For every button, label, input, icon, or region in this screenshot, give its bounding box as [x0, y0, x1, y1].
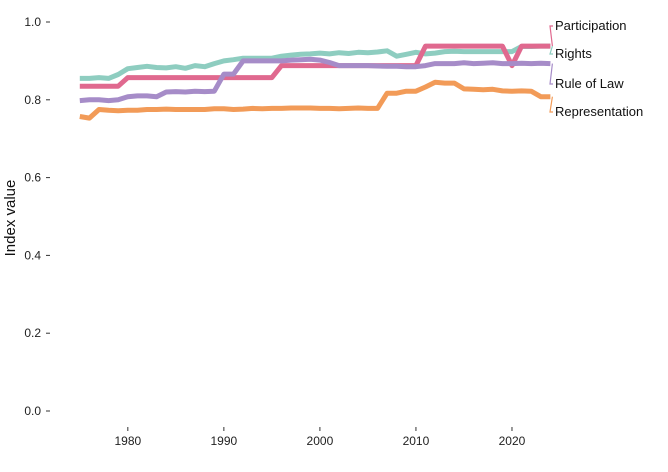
y-axis-title: Index value	[2, 180, 19, 257]
series-label-participation: Participation	[555, 18, 627, 33]
series-label-rights: Rights	[555, 46, 592, 61]
y-tick-label: 0.8	[24, 93, 41, 107]
leader-line-rule-of-law	[549, 63, 553, 85]
y-tick-label: 0.2	[24, 326, 41, 340]
y-axis: 0.0 0.2 0.4 0.6 0.8 1.0	[24, 15, 50, 418]
series-line-participation	[79, 43, 551, 89]
leader-line-rights	[549, 45, 553, 55]
x-axis: 1980 1990 2000 2010 2020	[114, 427, 526, 448]
x-tick-label: 1980	[114, 434, 141, 448]
series-line-rights	[79, 43, 551, 81]
y-tick-label: 1.0	[24, 15, 41, 29]
leader-line-participation	[549, 25, 553, 47]
y-tick-label: 0.4	[24, 248, 41, 262]
series-label-representation: Representation	[555, 104, 643, 119]
x-tick-label: 2010	[403, 434, 430, 448]
series-label-rule-of-law: Rule of Law	[555, 76, 624, 91]
x-tick-label: 2020	[499, 434, 526, 448]
y-tick-label: 0.0	[24, 404, 41, 418]
series-line-rule-of-law	[79, 56, 551, 104]
x-tick-label: 1990	[211, 434, 238, 448]
y-tick-label: 0.6	[24, 171, 41, 185]
series-lines	[79, 43, 551, 121]
leader-line-representation	[549, 96, 553, 113]
series-line-representation	[79, 79, 551, 121]
series-labels: Rights Participation Rule of Law Representa…	[549, 18, 643, 119]
x-tick-label: 2000	[307, 434, 334, 448]
